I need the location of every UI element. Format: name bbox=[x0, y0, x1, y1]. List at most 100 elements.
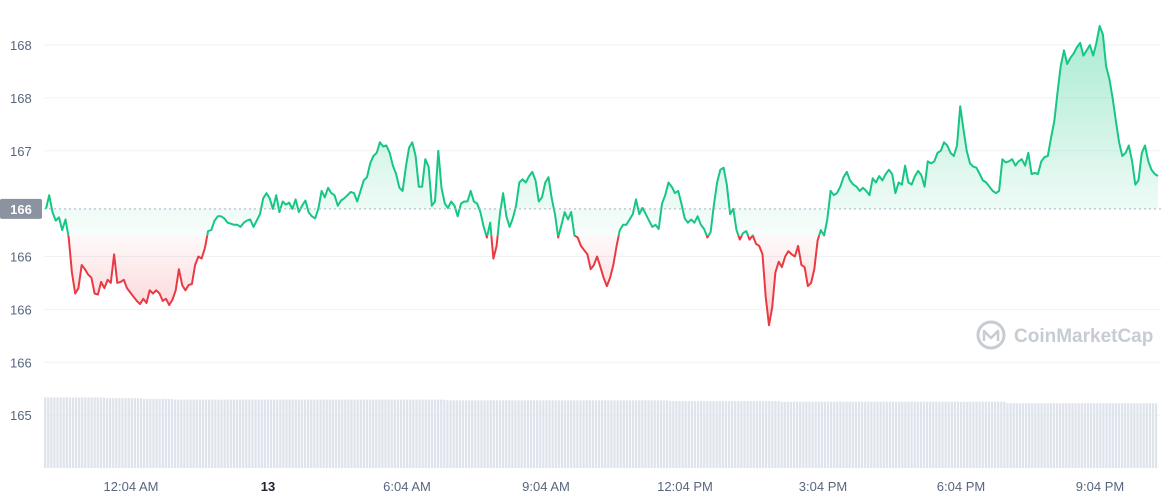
volume-bar bbox=[1099, 403, 1102, 468]
volume-bar bbox=[520, 400, 523, 468]
volume-bar bbox=[579, 400, 582, 468]
volume-bar bbox=[291, 399, 294, 468]
volume-bar bbox=[180, 399, 183, 468]
volume-bar bbox=[1117, 403, 1121, 468]
volume-bar bbox=[78, 397, 81, 468]
volume-bar bbox=[276, 399, 279, 468]
volume-bar bbox=[591, 400, 595, 468]
volume-bar bbox=[155, 398, 158, 468]
volume-bar bbox=[393, 399, 396, 468]
watermark-text: CoinMarketCap bbox=[1014, 326, 1153, 347]
volume-bar bbox=[737, 401, 740, 468]
volume-bar bbox=[232, 399, 236, 468]
volume-bar bbox=[771, 401, 774, 468]
volume-bar bbox=[953, 401, 957, 468]
volume-bar bbox=[919, 401, 923, 468]
volume-bar bbox=[1009, 403, 1012, 468]
volume-bar bbox=[452, 400, 455, 468]
volume-bar bbox=[978, 401, 981, 468]
volume-bar bbox=[898, 401, 901, 468]
volume-bar bbox=[152, 398, 155, 468]
volume-bar bbox=[1058, 403, 1062, 468]
volume-bar bbox=[780, 401, 783, 468]
volume-bar bbox=[102, 397, 106, 468]
volume-bar bbox=[768, 401, 771, 468]
volume-bar bbox=[464, 400, 468, 468]
volume-bar bbox=[440, 399, 443, 468]
volume-bar bbox=[477, 400, 480, 468]
volume-bar bbox=[1046, 403, 1049, 468]
x-axis: 12:04 AM 13 6:04 AM 9:04 AM 12:04 PM 3:04 PM 6… bbox=[104, 479, 1125, 494]
volume-bar bbox=[836, 401, 839, 468]
volume-bar bbox=[214, 399, 217, 468]
volume-bar bbox=[424, 399, 427, 468]
volume-bar bbox=[972, 401, 975, 468]
price-line-up bbox=[45, 25, 1159, 236]
y-tick-label: 167 bbox=[10, 144, 32, 159]
volume-bar bbox=[997, 401, 1000, 468]
volume-bar bbox=[765, 401, 768, 468]
x-tick-label: 13 bbox=[261, 479, 275, 494]
volume-bar bbox=[341, 399, 344, 468]
volume-bar bbox=[669, 401, 672, 468]
volume-bar bbox=[211, 399, 214, 468]
volume-bar bbox=[1065, 403, 1068, 468]
volume-bar bbox=[536, 400, 539, 468]
volume-bar bbox=[987, 401, 991, 468]
volume-bar bbox=[1114, 403, 1117, 468]
volume-bar bbox=[1123, 403, 1127, 468]
volume-bar bbox=[378, 399, 381, 468]
volume-bar bbox=[198, 399, 202, 468]
volume-bar bbox=[857, 401, 861, 468]
volume-bar bbox=[446, 400, 449, 468]
volume-bar bbox=[368, 399, 372, 468]
volume-bar bbox=[932, 401, 935, 468]
x-tick-label: 12:04 PM bbox=[657, 479, 713, 494]
volume-bar bbox=[1083, 403, 1087, 468]
volume-bar bbox=[792, 401, 796, 468]
volume-bar bbox=[331, 399, 335, 468]
volume-bar bbox=[758, 401, 762, 468]
volume-bar bbox=[390, 399, 393, 468]
volume-bar bbox=[322, 399, 325, 468]
volume-bar bbox=[532, 400, 536, 468]
volume-bar bbox=[904, 401, 907, 468]
volume-bar bbox=[860, 401, 864, 468]
volume-bar bbox=[647, 400, 650, 468]
volume-bar bbox=[1000, 401, 1003, 468]
volume-bar bbox=[1049, 403, 1052, 468]
volume-bar bbox=[1015, 403, 1018, 468]
volume-bar bbox=[71, 397, 75, 468]
volume-bar bbox=[913, 401, 916, 468]
volume-bar bbox=[1043, 403, 1046, 468]
volume-bar bbox=[687, 401, 690, 468]
volume-bar bbox=[582, 400, 585, 468]
volume-bar bbox=[563, 400, 567, 468]
volume-bar bbox=[399, 399, 403, 468]
volume-bar bbox=[706, 401, 709, 468]
volume-bar bbox=[458, 400, 461, 468]
volume-bar bbox=[263, 399, 266, 468]
volume-bar bbox=[257, 399, 260, 468]
volume-bar bbox=[74, 397, 78, 468]
volume-bar bbox=[62, 397, 65, 468]
volume-bar bbox=[505, 400, 508, 468]
x-tick-label: 6:04 AM bbox=[383, 479, 431, 494]
volume-bar bbox=[319, 399, 322, 468]
volume-bar bbox=[709, 401, 712, 468]
volume-bar bbox=[186, 399, 189, 468]
volume-bar bbox=[297, 399, 301, 468]
volume-bar bbox=[480, 400, 483, 468]
volume-bar bbox=[310, 399, 313, 468]
volume-bar bbox=[622, 400, 625, 468]
volume-bar bbox=[201, 399, 205, 468]
volume-bar bbox=[220, 399, 223, 468]
volume-bar bbox=[925, 401, 929, 468]
baseline-label: 166 bbox=[10, 202, 32, 217]
volume-bar bbox=[635, 400, 638, 468]
volume-bar bbox=[279, 399, 282, 468]
volume-bar bbox=[715, 401, 718, 468]
volume-bar bbox=[486, 400, 489, 468]
volume-bar bbox=[650, 400, 653, 468]
volume-bar bbox=[474, 400, 477, 468]
